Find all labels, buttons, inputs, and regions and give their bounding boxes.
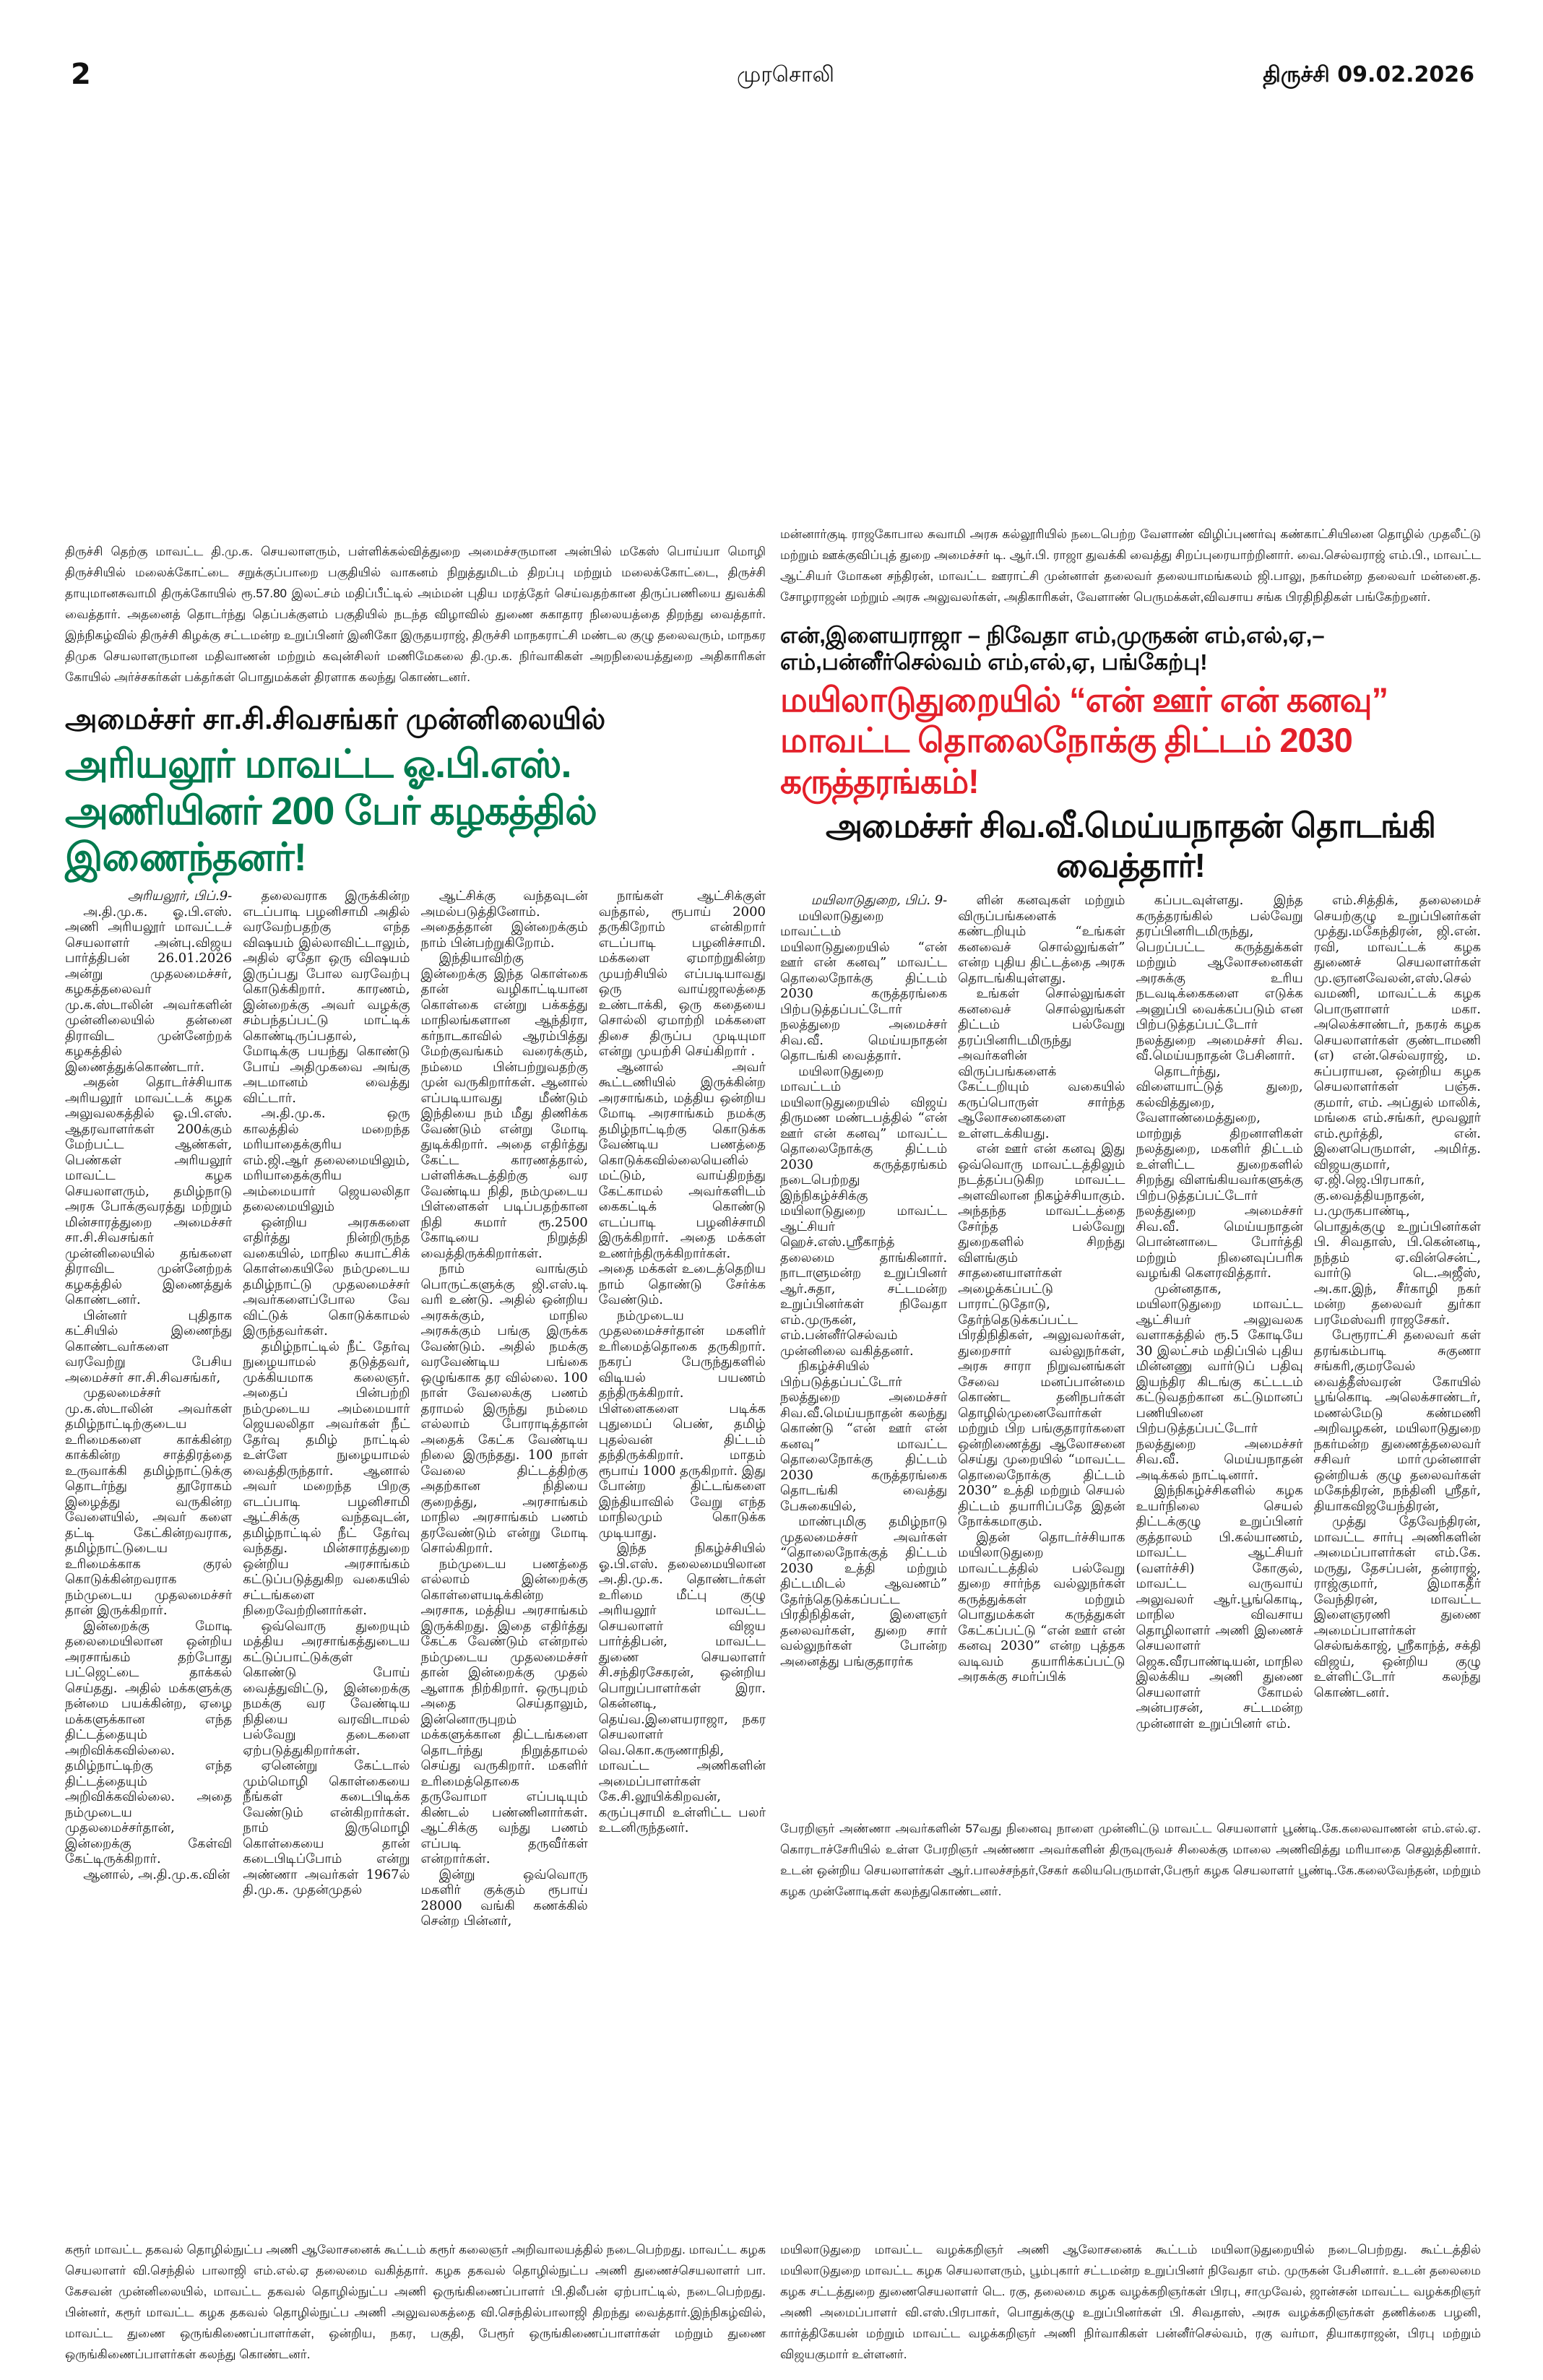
paragraph: எம்.சித்திக், தலைமைச் செயற்குழு உறுப்பின… [1313, 893, 1481, 1328]
paragraph: மயிலாடுதுறை மாவட்டம் மயிலாடுதுறையில் “என… [780, 908, 948, 1064]
photo-mannargudi [780, 108, 1481, 519]
paragraph: கப்படவுள்ளது. இந்த கருத்தரங்கில் பல்வேறு… [1136, 893, 1303, 1064]
right-article-column-4: எம்.சித்திக், தலைமைச் செயற்குழு உறுப்பின… [1314, 893, 1481, 1731]
right-article-column-1: மயிலாடுதுறை, பிப். 9- மயிலாடுதுறை மாவட்ட… [780, 893, 947, 1731]
right-article-column-2: ளின் கனவுகள் மற்றும் விருப்பங்களைக் கண்ட… [958, 893, 1125, 1731]
caption-mayiladuthurai-lawyers: மயிலாடுதுறை மாவட்ட வழக்கறிஞர் அணி ஆலோசனை… [780, 2243, 1481, 2361]
paragraph: இன்றைக்கு மோடி தலைமையிலான ஒன்றிய அரசாங்க… [65, 1618, 233, 1867]
paragraph: நாம் வாங்கும் பொருட்களுக்கு ஜி.எஸ்.டி வர… [420, 1261, 588, 1557]
paragraph: ஆனால் அவர் கூட்டணியில் இருக்கின்ற அரசாங்… [598, 1059, 766, 1308]
left-half: திருச்சி தெற்கு மாவட்ட தி.மு.க. செயலாளரு… [65, 108, 766, 2369]
paragraph: அ.தி.மு.க. ஒரு காலத்தில் மறைந்த மரியாதைக… [243, 1106, 410, 1215]
paragraph: மாண்புமிகு தமிழ்நாடு முதலமைச்சர் அவர்கள்… [780, 1514, 948, 1669]
masthead: முரசொலி [737, 62, 834, 87]
right-headline: மயிலாடுதுறையில் “என் ஊர் என் கனவு” மாவட்… [780, 680, 1388, 800]
right-article-column-3: கப்படவுள்ளது. இந்த கருத்தரங்கில் பல்வேறு… [1136, 893, 1303, 1731]
paragraph: நிகழ்ச்சியில் பிற்படுத்தப்பட்டோர் நலத்து… [780, 1359, 948, 1514]
paragraph: இந்த நிகழ்ச்சியில் ஓ.பி.எஸ். தலைமையிலான … [598, 1541, 766, 1836]
right-kicker: என்,இளையராஜா – நிவேதா எம்,முருகன் எம்,எல… [780, 622, 1325, 675]
right-half: மன்னார்குடி ராஜகோபால சுவாமி அரசு கல்லூரி… [780, 108, 1481, 2369]
left-headline: அரியலூர் மாவட்ட ஓ.பி.எஸ். அணியினர் 200 ப… [65, 742, 597, 880]
paragraph: முத்து தேவேந்திரன், மாவட்ட சார்பு அணிகளி… [1313, 1514, 1481, 1700]
left-kicker: அமைச்சர் சா.சி.சிவசங்கர் முன்னிலையில் [65, 703, 606, 735]
paragraph: மயிலாடுதுறை மாவட்டம் மயிலாடுதுறையில் விஜ… [780, 1063, 948, 1359]
caption-trichy: திருச்சி தெற்கு மாவட்ட தி.மு.க. செயலாளரு… [65, 544, 766, 684]
paragraph: என் ஊர் என் கனவு இது ஒவ்வொரு மாவட்டத்தில… [958, 1141, 1125, 1530]
paragraph: தமிழ்நாட்டில் நீட் தேர்வு நுழையாமல் தடுத… [243, 1338, 410, 1619]
paragraph: இந்நிகழ்ச்சிகளில் கழக உயர்நிலை செயல் திட… [1136, 1483, 1303, 1731]
paragraph: இந்தியாவிற்கு இன்றைக்கு இந்த கொள்கை தான்… [420, 951, 588, 1261]
caption-anna: பேரறிஞர் அண்ணா அவர்களின் 57வது நினைவு நா… [780, 1822, 1481, 1899]
paragraph: முன்னதாக, மயிலாடுதுறை மாவட்ட ஆட்சியர் அல… [1136, 1281, 1303, 1483]
dateline: மயிலாடுதுறை, பிப். 9- [811, 893, 948, 909]
left-article-column-4: நாங்கள் ஆட்சிக்குள் வந்தால், ரூபாய் 2000… [599, 888, 766, 1929]
paragraph: நம்முடைய முதலமைச்சர்தான் மகளிர் உரிமைத்த… [598, 1307, 766, 1541]
paragraph: உங்கள் சொல்லுங்கள் கனவைச் சொல்லுங்கள் தி… [958, 986, 1125, 1141]
paragraph: அ.தி.மு.க. ஓ.பி.எஸ். அணி அரியலூர் மாவட்ட… [65, 904, 233, 1075]
photo-trichy [65, 108, 766, 537]
paragraph: ஒவ்வொரு துறையும் மத்திய அரசாங்கத்துடைய க… [243, 1618, 410, 1758]
right-subheadline: அமைச்சர் சிவ.வீ.மெய்யநாதன் தொடங்கி வைத்த… [825, 807, 1436, 885]
left-article-columns: அரியலூர், பிப்.9- அ.தி.மு.க. ஓ.பி.எஸ். அ… [65, 888, 766, 1929]
paragraph: ஆனால், அ.தி.மு.க.வின் [83, 1866, 230, 1882]
paragraph: பேரூராட்சி தலைவர் கள் தரங்கம்பாடி சுகுணா… [1313, 1328, 1481, 1514]
photo-karur [65, 1929, 766, 2235]
photo-anna [780, 1731, 1481, 1814]
paragraph: அதன் தொடர்ச்சியாக அரியலூர் மாவட்டக் கழக … [65, 1075, 233, 1308]
paragraph: முதலமைச்சர் மு.க.ஸ்டாலின் அவர்கள் தமிழ்ந… [65, 1385, 233, 1619]
paragraph: தலைவராக இருக்கின்ற எடப்பாடி பழனிசாமி அதி… [243, 888, 410, 1106]
left-article-column-1: அரியலூர், பிப்.9- அ.தி.மு.க. ஓ.பி.எஸ். அ… [65, 888, 232, 1929]
photo-mayiladuthurai-lawyers [780, 1906, 1481, 2235]
paragraph: தொடர்ந்து, விளையாட்டுத் துறை, கல்வித்துற… [1136, 1063, 1303, 1281]
paragraph: நம்முடைய பணத்தை எல்லாம் இன்றைக்கு கொள்ளை… [420, 1556, 588, 1867]
paragraph: இன்று ஒவ்வொரு மகளிர் குக்கும் ரூபாய் 280… [420, 1866, 588, 1929]
edition-date: திருச்சி 09.02.2026 [1263, 62, 1474, 87]
paragraph: நாங்கள் ஆட்சிக்குள் வந்தால், ரூபாய் 2000… [598, 888, 766, 1060]
dateline: அரியலூர், பிப்.9- [127, 888, 233, 904]
caption-mannargudi: மன்னார்குடி ராஜகோபால சுவாமி அரசு கல்லூரி… [780, 527, 1481, 604]
paragraph: ஒன்றிய அரசுகளை எதிர்த்து நின்றிருந்த வகை… [243, 1214, 410, 1339]
paragraph: பின்னர் புதிதாக கட்சியில் இணைந்து கொண்டவ… [65, 1307, 233, 1385]
caption-karur: கரூர் மாவட்ட தகவல் தொழில்நுட்ப அணி ஆலோசன… [65, 2243, 766, 2361]
paragraph: ஆட்சிக்கு வந்தவுடன் அமல்படுத்தினோம். அதை… [420, 888, 588, 951]
left-article-column-3: ஆட்சிக்கு வந்தவுடன் அமல்படுத்தினோம். அதை… [421, 888, 588, 1929]
paragraph: ளின் கனவுகள் மற்றும் விருப்பங்களைக் கண்ட… [958, 893, 1125, 986]
left-article-column-2: தலைவராக இருக்கின்ற எடப்பாடி பழனிசாமி அதி… [243, 888, 410, 1929]
paragraph: இதன் தொடர்ச்சியாக மயிலாடுதுறை மாவட்டத்தி… [958, 1529, 1125, 1685]
right-article-columns: மயிலாடுதுறை, பிப். 9- மயிலாடுதுறை மாவட்ட… [780, 893, 1481, 1731]
paragraph: ஏனென்று கேட்டால் மும்மொழி கொள்கையை நீங்க… [243, 1758, 410, 1898]
page-number: 2 [71, 58, 91, 91]
